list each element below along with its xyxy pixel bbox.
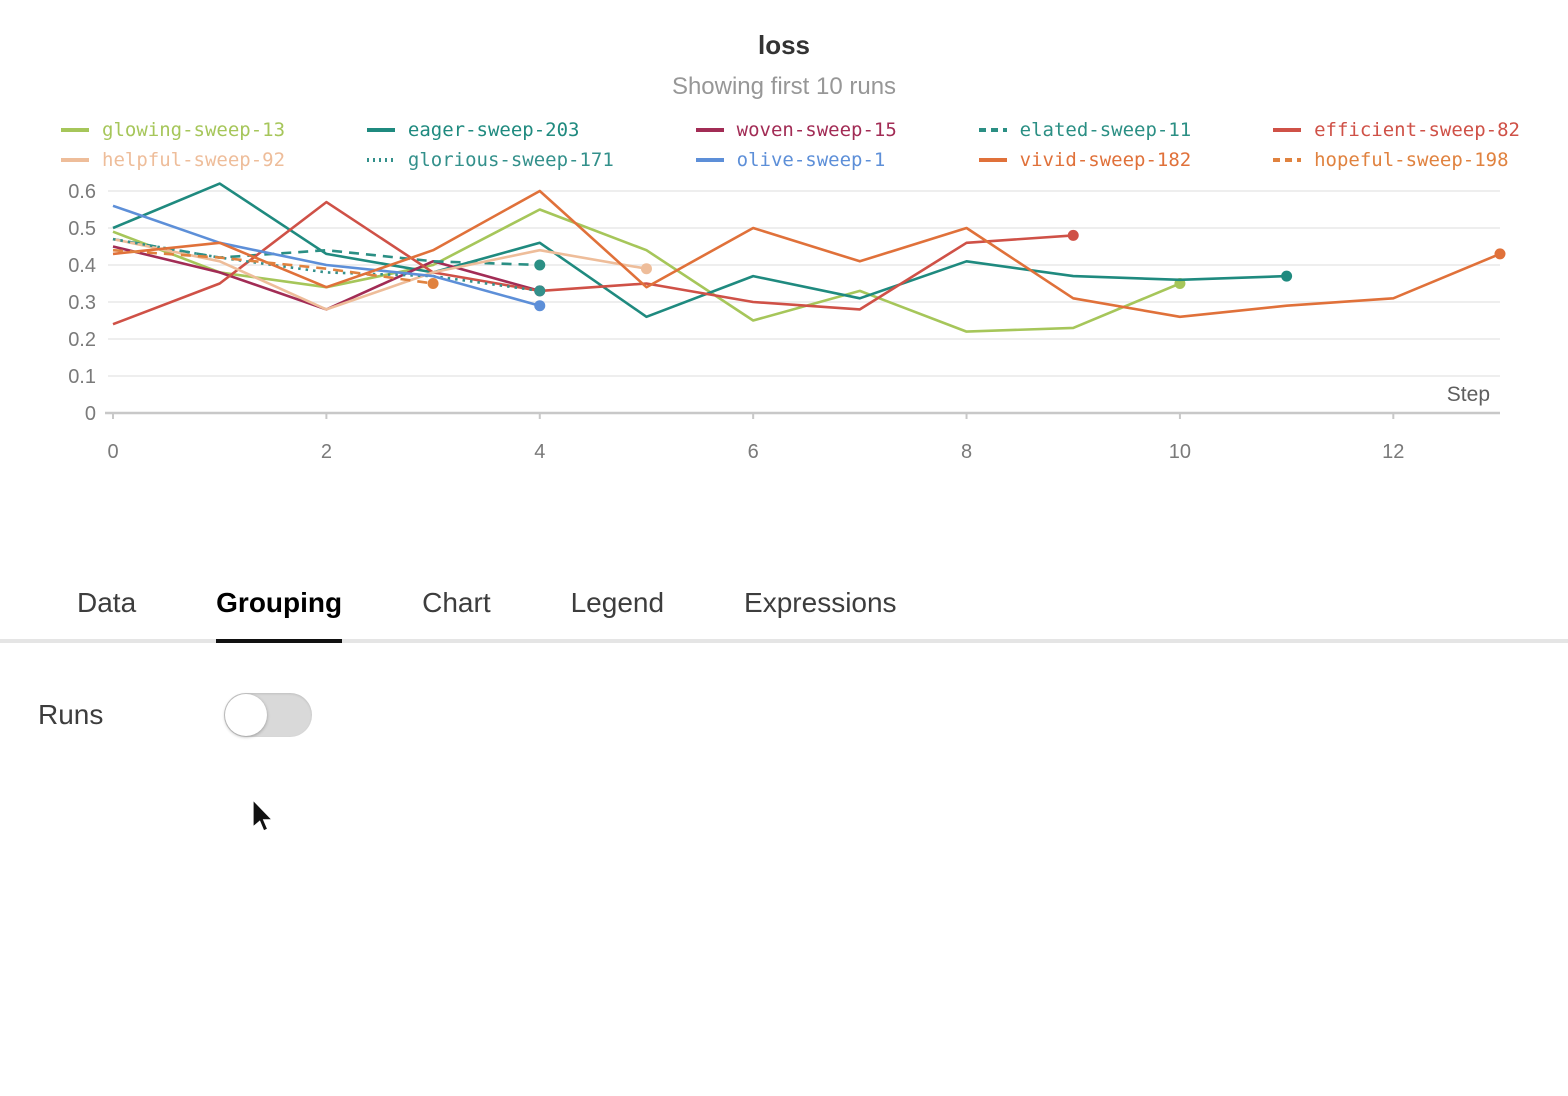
chart-legend: glowing-sweep-13 eager-sweep-203 woven-swe…: [60, 119, 1520, 171]
legend-run-name: woven-sweep-15: [736, 119, 897, 141]
tab-chart[interactable]: Chart: [422, 587, 491, 618]
series-endpoint-efficient-sweep-82: [1067, 229, 1079, 241]
svg-text:0: 0: [85, 403, 96, 425]
series-line-eager-sweep-203: [112, 182, 1287, 319]
legend-run-name: olive-sweep-1: [736, 149, 886, 171]
legend-item-elated-sweep-11[interactable]: elated-sweep-11: [978, 119, 1192, 141]
legend-run-name: glowing-sweep-13: [102, 119, 286, 141]
series-endpoint-elated-sweep-11: [534, 259, 546, 271]
legend-item-glowing-sweep-13[interactable]: glowing-sweep-13: [60, 119, 285, 141]
svg-text:Step: Step: [1447, 383, 1490, 406]
chart-subtitle: Showing first 10 runs: [671, 73, 897, 100]
legend-item-vivid-sweep-182[interactable]: vivid-sweep-182: [978, 149, 1192, 171]
legend-swatch-line: [366, 158, 395, 162]
legend-swatch-line: [978, 128, 1007, 132]
legend-run-name: eager-sweep-203: [407, 119, 580, 141]
tab-data[interactable]: Data: [77, 587, 137, 618]
svg-text:12: 12: [1382, 441, 1404, 463]
series-line-vivid-sweep-182: [112, 189, 1501, 319]
svg-text:6: 6: [748, 441, 759, 463]
series-line-efficient-sweep-82: [112, 200, 1074, 326]
legend-swatch-line: [695, 128, 724, 132]
grouping-runs-row: Runs: [38, 693, 1568, 737]
legend-run-name: efficient-sweep-82: [1314, 119, 1520, 141]
svg-text:4: 4: [534, 441, 545, 463]
panel-tabs: Data Grouping Chart Legend Expressions: [0, 587, 1568, 643]
legend-swatch-line: [366, 128, 395, 132]
series-line-hopeful-sweep-198: [112, 248, 434, 285]
svg-text:2: 2: [321, 441, 332, 463]
series-line-helpful-sweep-92: [112, 237, 647, 311]
legend-swatch-line: [1273, 128, 1302, 132]
legend-item-hopeful-sweep-198[interactable]: hopeful-sweep-198: [1272, 149, 1520, 171]
runs-label: Runs: [38, 699, 104, 730]
series-line-glowing-sweep-13: [112, 208, 1181, 333]
svg-text:8: 8: [961, 441, 972, 463]
series-endpoint-eager-sweep-203: [1281, 270, 1293, 282]
legend-swatch-line: [1273, 158, 1302, 162]
svg-text:0.6: 0.6: [68, 181, 96, 203]
legend-run-name: glorious-sweep-171: [407, 149, 614, 171]
legend-item-olive-sweep-1[interactable]: olive-sweep-1: [695, 149, 897, 171]
legend-item-woven-sweep-15[interactable]: woven-sweep-15: [695, 119, 897, 141]
legend-item-helpful-sweep-92[interactable]: helpful-sweep-92: [60, 149, 285, 171]
legend-item-glorious-sweep-171[interactable]: glorious-sweep-171: [366, 149, 614, 171]
chart-title: loss: [757, 30, 811, 60]
svg-text:0.4: 0.4: [68, 255, 96, 277]
mouse-cursor-icon: [252, 799, 274, 832]
tab-grouping[interactable]: Grouping: [216, 587, 343, 643]
legend-swatch-line: [61, 158, 89, 162]
loss-chart-panel: loss Showing first 10 runs glowing-sweep…: [0, 0, 1568, 475]
series-line-elated-sweep-11: [112, 237, 540, 267]
series-endpoint-vivid-sweep-182: [1494, 248, 1506, 260]
loss-line-chart: 0 0.1 0.2 0.3 0.4 0.5 0.6 0 2 4 6 8 10 12 Step: [68, 181, 1506, 463]
svg-text:0.5: 0.5: [68, 218, 96, 240]
runs-grouping-toggle[interactable]: [224, 693, 312, 737]
legend-run-name: elated-sweep-11: [1019, 119, 1192, 141]
svg-text:0.2: 0.2: [68, 329, 96, 351]
legend-swatch-line: [61, 128, 89, 132]
svg-text:0.1: 0.1: [68, 366, 96, 388]
legend-run-name: hopeful-sweep-198: [1314, 149, 1509, 171]
legend-item-efficient-sweep-82[interactable]: efficient-sweep-82: [1272, 119, 1520, 141]
svg-text:10: 10: [1169, 441, 1191, 463]
legend-swatch-line: [695, 158, 724, 162]
svg-text:0.3: 0.3: [68, 292, 96, 314]
legend-swatch-line: [978, 158, 1007, 162]
legend-run-name: helpful-sweep-92: [102, 149, 286, 171]
toggle-knob: [225, 694, 267, 736]
series-endpoint-glorious-sweep-171: [534, 285, 546, 297]
series-endpoint-hopeful-sweep-198: [427, 278, 439, 289]
svg-text:0: 0: [107, 441, 118, 463]
series-endpoint-helpful-sweep-92: [640, 263, 652, 275]
tab-expressions[interactable]: Expressions: [744, 587, 897, 618]
legend-item-eager-sweep-203[interactable]: eager-sweep-203: [366, 119, 614, 141]
tab-legend[interactable]: Legend: [570, 587, 665, 618]
legend-run-name: vivid-sweep-182: [1019, 149, 1192, 171]
series-line-olive-sweep-1: [112, 204, 541, 307]
series-endpoint-olive-sweep-1: [534, 300, 546, 312]
